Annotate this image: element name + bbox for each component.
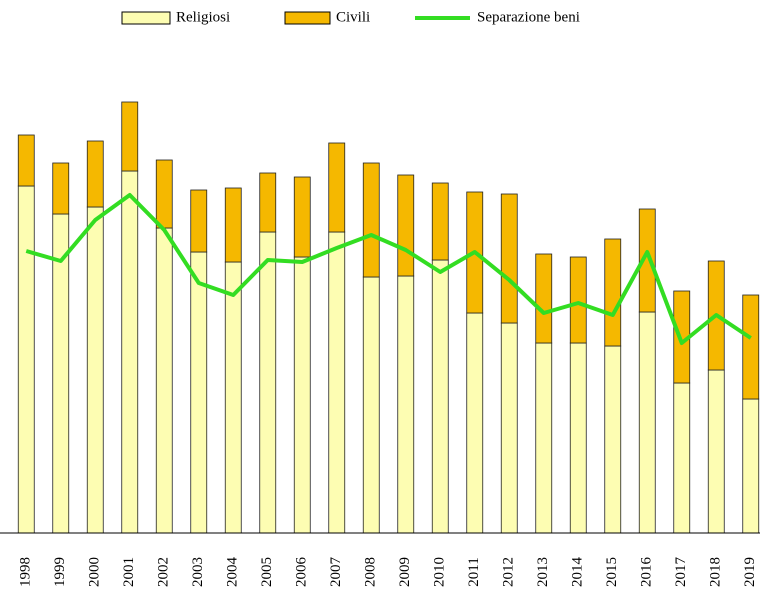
bar-segment (52, 162, 70, 215)
bar-segment (362, 162, 380, 278)
x-tick-label: 2018 (708, 557, 724, 587)
bar-segment (121, 101, 139, 172)
bar-segment (190, 189, 208, 253)
x-tick-label: 2017 (673, 557, 689, 588)
bar-segment (86, 140, 104, 208)
legend-swatch (284, 11, 331, 25)
bar-segment (569, 256, 587, 344)
bar-segment (362, 276, 380, 534)
x-tick-label: 2012 (501, 557, 517, 587)
x-tick-label: 2000 (87, 557, 103, 587)
x-tick-label: 2006 (294, 557, 310, 588)
bar-segment (155, 227, 173, 534)
bar-segment (224, 187, 242, 263)
bar-segment (431, 182, 449, 261)
bar-segment (466, 312, 484, 534)
legend-label: Religiosi (176, 9, 230, 25)
x-tick-label: 2014 (570, 557, 586, 588)
bar-segment (328, 142, 346, 233)
x-tick-label: 2016 (639, 557, 655, 588)
x-tick-label: 2005 (259, 557, 275, 587)
bar-segment (86, 206, 104, 534)
line-series (25, 193, 752, 345)
legend-label: Civili (336, 9, 370, 25)
bar-segment (155, 159, 173, 229)
x-tick-label: 2015 (604, 557, 620, 587)
bar-segment (742, 398, 760, 534)
x-tick-label: 2003 (190, 557, 206, 587)
bar-segment (604, 238, 622, 347)
bar-segment (673, 382, 691, 534)
bar-segment (17, 185, 35, 534)
x-tick-label: 2013 (535, 557, 551, 587)
bar-segment (259, 172, 277, 233)
bar-segment (397, 174, 415, 277)
x-tick-label: 1998 (18, 557, 34, 587)
bar-segment (707, 369, 725, 534)
bar-segment (293, 176, 311, 258)
bar-segment (431, 259, 449, 534)
bar-segment (121, 170, 139, 534)
x-tick-label: 2002 (156, 557, 172, 587)
x-tick-label: 2007 (328, 557, 344, 588)
bar-segment (569, 342, 587, 534)
bar-segment (638, 208, 656, 313)
bar-segment (224, 261, 242, 534)
x-tick-label: 2011 (466, 557, 482, 586)
bar-segment (604, 345, 622, 534)
x-tick-label: 2004 (225, 557, 241, 588)
bar-segment (293, 256, 311, 534)
bar-segment (328, 231, 346, 534)
x-tick-label: 2001 (121, 557, 137, 587)
x-tick-label: 2009 (397, 557, 413, 587)
bar-segment (500, 193, 518, 324)
bar-segment (535, 253, 553, 344)
bar-segment (259, 231, 277, 534)
x-tick-label: 1999 (52, 557, 68, 587)
bar-segment (742, 294, 760, 400)
bar-segment (535, 342, 553, 534)
bar-segment (638, 311, 656, 534)
legend-swatch (121, 11, 171, 25)
bar-segment (500, 322, 518, 534)
bar-segment (397, 275, 415, 534)
bar-segment (190, 251, 208, 534)
legend-label: Separazione beni (477, 9, 580, 25)
x-tick-label: 2010 (432, 557, 448, 587)
x-tick-label: 2008 (363, 557, 379, 587)
x-tick-label: 2019 (742, 557, 758, 587)
bar-segment (17, 134, 35, 187)
